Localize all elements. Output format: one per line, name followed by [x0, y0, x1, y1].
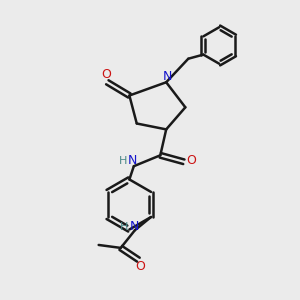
Text: O: O [135, 260, 145, 273]
Text: N: N [130, 220, 139, 233]
Text: H: H [118, 156, 127, 166]
Text: N: N [128, 154, 137, 167]
Text: N: N [163, 70, 172, 83]
Text: H: H [119, 222, 128, 232]
Text: O: O [186, 154, 196, 167]
Text: O: O [101, 68, 111, 81]
